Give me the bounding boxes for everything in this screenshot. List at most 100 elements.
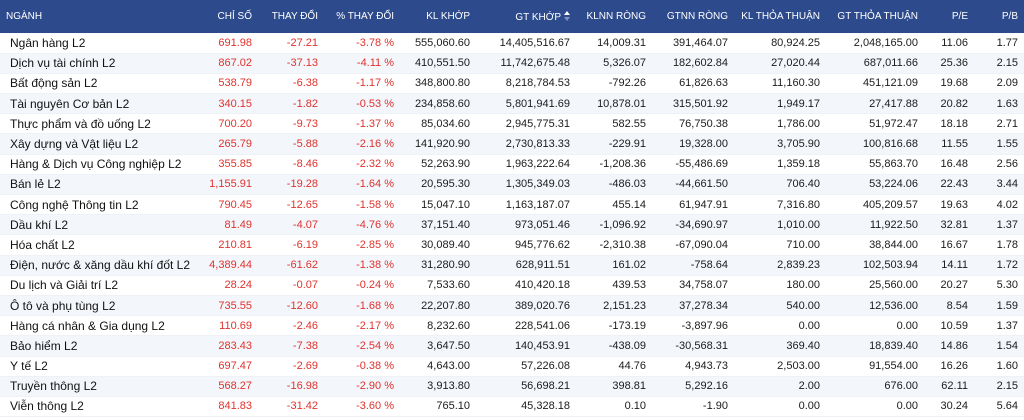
cell-kl-khop: 410,551.50 xyxy=(400,53,476,74)
col-header-pe[interactable]: P/E xyxy=(951,11,968,22)
cell-gt-khop: 45,328.18 xyxy=(476,396,576,418)
col-header-name[interactable]: NGÀNH xyxy=(6,11,43,22)
cell-gt-thoa-thuan: 100,816.68 xyxy=(826,133,924,155)
cell-klnn-rong: 455.14 xyxy=(576,194,652,216)
cell-index: 265.79 xyxy=(196,133,258,155)
cell-pct-change: -3.78 % xyxy=(324,33,400,54)
cell-kl-thoa-thuan: 706.40 xyxy=(734,174,826,196)
cell-pct-change: -2.90 % xyxy=(324,376,400,397)
cell-klnn-rong: 2,151.23 xyxy=(576,295,652,317)
cell-gtnn-rong: 76,750.38 xyxy=(652,113,734,135)
col-header-kl-thoa-thuan[interactable]: KL THỎA THUẬN xyxy=(741,11,820,22)
cell-pb: 1.54 xyxy=(974,335,1024,357)
table-row[interactable]: Bất động sản L2 538.79 -6.38 -1.17 % 348,800… xyxy=(0,73,1024,95)
table-row[interactable]: Thực phẩm và đồ uống L2 700.20 -9.73 -1.37 … xyxy=(0,113,1024,135)
cell-gt-thoa-thuan: 0.00 xyxy=(826,315,924,337)
cell-gtnn-rong: -1.90 xyxy=(652,396,734,418)
cell-kl-thoa-thuan: 180.00 xyxy=(734,275,826,296)
cell-name[interactable]: Xây dựng và Vật liệu L2 xyxy=(0,133,196,155)
table-row[interactable]: Dịch vụ tài chính L2 867.02 -37.13 -4.11 % 4… xyxy=(0,53,1024,74)
cell-gt-khop: 140,453.91 xyxy=(476,335,576,357)
sort-icon[interactable] xyxy=(564,11,570,21)
cell-name[interactable]: Thực phẩm và đồ uống L2 xyxy=(0,113,196,135)
cell-pe: 16.67 xyxy=(924,234,974,256)
cell-name[interactable]: Bảo hiểm L2 xyxy=(0,335,196,357)
cell-gtnn-rong: 61,947.91 xyxy=(652,194,734,216)
table-row[interactable]: Hóa chất L2 210.81 -6.19 -2.85 % 30,089.40 94… xyxy=(0,234,1024,256)
cell-gt-thoa-thuan: 25,560.00 xyxy=(826,275,924,296)
cell-change: -6.38 xyxy=(258,73,324,95)
cell-kl-khop: 22,207.80 xyxy=(400,295,476,317)
table-row[interactable]: Du lịch và Giải trí L2 28.24 -0.07 -0.24 % 7… xyxy=(0,275,1024,296)
cell-pct-change: -2.17 % xyxy=(324,315,400,337)
cell-index: 697.47 xyxy=(196,356,258,377)
cell-name[interactable]: Hóa chất L2 xyxy=(0,234,196,256)
table-row[interactable]: Truyền thông L2 568.27 -16.98 -2.90 % 3,913.… xyxy=(0,376,1024,397)
table-row[interactable]: Bảo hiểm L2 283.43 -7.38 -2.54 % 3,647.50 140… xyxy=(0,335,1024,357)
table-body: Ngân hàng L2 691.98 -27.21 -3.78 % 555,060.6… xyxy=(0,33,1024,418)
col-header-pct-change[interactable]: % THAY ĐỔI xyxy=(336,11,394,22)
table-row[interactable]: Y tế L2 697.47 -2.69 -0.38 % 4,643.00 57,226.… xyxy=(0,356,1024,377)
cell-klnn-rong: 10,878.01 xyxy=(576,93,652,115)
cell-gt-thoa-thuan: 53,224.06 xyxy=(826,174,924,196)
cell-name[interactable]: Tài nguyên Cơ bản L2 xyxy=(0,93,196,115)
cell-kl-thoa-thuan: 540.00 xyxy=(734,295,826,317)
col-header-pb[interactable]: P/B xyxy=(1001,11,1018,22)
cell-gt-khop: 628,911.51 xyxy=(476,255,576,276)
cell-gt-khop: 2,730,813.33 xyxy=(476,133,576,155)
cell-name[interactable]: Hàng cá nhân & Gia dụng L2 xyxy=(0,315,196,337)
cell-kl-thoa-thuan: 11,160.30 xyxy=(734,73,826,95)
table-row[interactable]: Xây dựng và Vật liệu L2 265.79 -5.88 -2.16 … xyxy=(0,133,1024,155)
cell-name[interactable]: Viễn thông L2 xyxy=(0,396,196,418)
cell-index: 210.81 xyxy=(196,234,258,256)
cell-pb: 2.09 xyxy=(974,73,1024,95)
cell-pb: 1.78 xyxy=(974,234,1024,256)
col-header-gt-khop[interactable]: GT KHỚP xyxy=(476,0,576,33)
cell-name[interactable]: Y tế L2 xyxy=(0,356,196,377)
table-row[interactable]: Dầu khí L2 81.49 -4.07 -4.76 % 37,151.40 973,… xyxy=(0,214,1024,236)
cell-gt-thoa-thuan: 55,863.70 xyxy=(826,154,924,175)
col-header-index[interactable]: CHỈ SỐ xyxy=(217,11,252,22)
cell-gt-khop: 2,945,775.31 xyxy=(476,113,576,135)
cell-change: -16.98 xyxy=(258,376,324,397)
cell-name[interactable]: Truyền thông L2 xyxy=(0,376,196,397)
cell-name[interactable]: Dầu khí L2 xyxy=(0,214,196,236)
table-row[interactable]: Điện, nước & xăng dầu khí đốt L2 4,389.44… xyxy=(0,255,1024,276)
cell-kl-khop: 30,089.40 xyxy=(400,234,476,256)
cell-kl-thoa-thuan: 0.00 xyxy=(734,315,826,337)
cell-name[interactable]: Du lịch và Giải trí L2 xyxy=(0,275,196,296)
cell-name[interactable]: Công nghệ Thông tin L2 xyxy=(0,194,196,216)
cell-gt-khop: 8,218,784.53 xyxy=(476,73,576,95)
cell-name[interactable]: Điện, nước & xăng dầu khí đốt L2 xyxy=(0,255,196,276)
table-row[interactable]: Tài nguyên Cơ bản L2 340.15 -1.82 -0.53 % 23… xyxy=(0,93,1024,115)
table-row[interactable]: Ô tô và phụ tùng L2 735.55 -12.60 -1.68 % 22… xyxy=(0,295,1024,317)
table-row[interactable]: Hàng cá nhân & Gia dụng L2 110.69 -2.46 -2.… xyxy=(0,315,1024,337)
cell-klnn-rong: 14,009.31 xyxy=(576,33,652,54)
cell-name[interactable]: Ngân hàng L2 xyxy=(0,33,196,54)
cell-name[interactable]: Ô tô và phụ tùng L2 xyxy=(0,295,196,317)
cell-index: 355.85 xyxy=(196,154,258,175)
col-header-change[interactable]: THAY ĐỔI xyxy=(271,11,318,22)
col-header-kl-khop[interactable]: KL KHỚP xyxy=(426,11,470,22)
cell-gt-khop: 389,020.76 xyxy=(476,295,576,317)
cell-gt-thoa-thuan: 38,844.00 xyxy=(826,234,924,256)
table-row[interactable]: Viễn thông L2 841.83 -31.42 -3.60 % 765.10 45… xyxy=(0,396,1024,418)
col-header-klnn-rong[interactable]: KLNN RÒNG xyxy=(586,11,646,22)
col-header-gtnn-rong[interactable]: GTNN RÒNG xyxy=(666,11,728,22)
cell-pe: 18.18 xyxy=(924,113,974,135)
cell-pct-change: -1.58 % xyxy=(324,194,400,216)
cell-gt-thoa-thuan: 451,121.09 xyxy=(826,73,924,95)
table-row[interactable]: Bán lẻ L2 1,155.91 -19.28 -1.64 % 20,595.30 1… xyxy=(0,174,1024,196)
cell-name[interactable]: Dịch vụ tài chính L2 xyxy=(0,53,196,74)
cell-gtnn-rong: 37,278.34 xyxy=(652,295,734,317)
cell-gtnn-rong: -3,897.96 xyxy=(652,315,734,337)
table-row[interactable]: Công nghệ Thông tin L2 790.45 -12.65 -1.58 … xyxy=(0,194,1024,216)
table-row[interactable]: Hàng & Dịch vụ Công nghiệp L2 355.85 -8.46… xyxy=(0,154,1024,175)
cell-pb: 5.30 xyxy=(974,275,1024,296)
col-header-gt-thoa-thuan[interactable]: GT THỎA THUẬN xyxy=(837,11,918,22)
cell-name[interactable]: Hàng & Dịch vụ Công nghiệp L2 xyxy=(0,154,196,175)
cell-name[interactable]: Bán lẻ L2 xyxy=(0,174,196,196)
cell-name[interactable]: Bất động sản L2 xyxy=(0,73,196,95)
cell-pct-change: -4.11 % xyxy=(324,53,400,74)
table-row[interactable]: Ngân hàng L2 691.98 -27.21 -3.78 % 555,060.6… xyxy=(0,33,1024,54)
